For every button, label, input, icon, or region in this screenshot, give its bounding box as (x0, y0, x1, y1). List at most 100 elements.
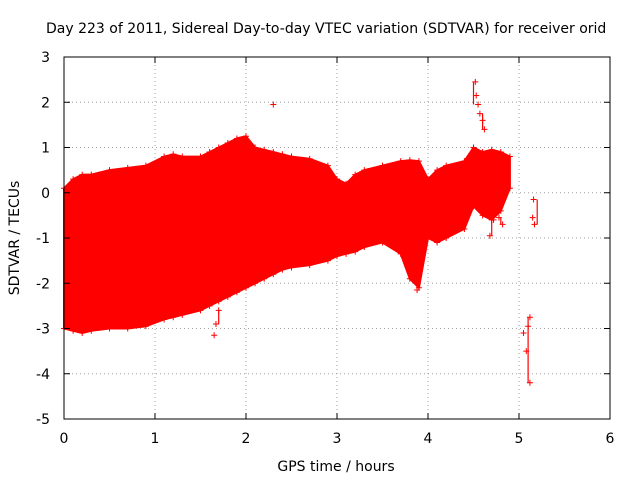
upper-envelope-point (252, 144, 259, 151)
lower-envelope-point (70, 327, 77, 334)
upper-envelope-point (261, 146, 268, 153)
lower-envelope-point (425, 235, 431, 241)
x-tick-label: 5 (515, 431, 524, 447)
lower-envelope-point (124, 325, 131, 332)
lower-envelope-point (288, 264, 295, 271)
axis-ticks (63, 56, 611, 420)
lower-envelope-point (397, 250, 404, 257)
lower-envelope-point (279, 266, 286, 273)
upper-envelope-point (415, 158, 422, 165)
upper-envelope-point (224, 139, 231, 146)
lower-envelope-point (88, 327, 95, 334)
upper-envelope-point (170, 151, 177, 158)
upper-envelope-point (161, 153, 168, 160)
y-axis-title: SDTVAR / TECUs (7, 181, 23, 296)
y-tick-label: 3 (41, 50, 50, 66)
lower-envelope-point (243, 284, 249, 291)
data-points (211, 78, 538, 386)
lower-envelope-point (270, 271, 277, 278)
x-tick-label: 0 (60, 431, 69, 447)
lower-envelope-point (206, 302, 213, 309)
lower-envelope-point (79, 330, 86, 337)
upper-envelope-point (352, 171, 359, 178)
upper-envelope-point (233, 135, 240, 142)
data-point (520, 330, 527, 337)
y-tick-label: -4 (36, 367, 50, 383)
upper-envelope-point (142, 162, 149, 169)
upper-envelope-point (406, 157, 413, 164)
x-axis-title: GPS time / hours (277, 459, 394, 475)
upper-envelope-point (124, 164, 131, 171)
upper-envelope-point (179, 153, 186, 160)
upper-envelope-point (425, 176, 431, 183)
x-tick-label: 4 (424, 431, 433, 447)
upper-envelope-point (324, 162, 331, 169)
upper-envelope-point (334, 176, 340, 183)
lower-envelope-point (352, 248, 359, 255)
upper-envelope-point (206, 149, 213, 156)
x-tick-label: 1 (151, 431, 160, 447)
upper-envelope-point (506, 153, 513, 160)
upper-envelope-point (470, 144, 477, 151)
upper-envelope-point (497, 149, 504, 156)
lower-envelope-point (197, 307, 204, 314)
upper-envelope-point (434, 167, 441, 174)
lower-envelope-point (179, 311, 186, 318)
x-tick-label: 2 (242, 431, 251, 447)
upper-envelope-point (479, 149, 486, 156)
data-point (530, 196, 537, 203)
y-tick-label: -5 (36, 412, 50, 428)
upper-envelope-point (361, 167, 368, 174)
lower-envelope-point (261, 275, 268, 282)
lower-envelope-point (406, 275, 413, 282)
upper-envelope-point (443, 162, 450, 169)
data-point (270, 101, 277, 108)
upper-envelope-point (379, 162, 386, 169)
upper-envelope-point (288, 153, 295, 160)
data-point (531, 221, 538, 228)
data-point (414, 287, 421, 294)
lower-envelope-point (379, 239, 386, 246)
y-tick-label: 0 (41, 186, 50, 202)
lower-envelope-point (106, 325, 113, 332)
lower-envelope-point (161, 316, 168, 323)
upper-envelope-point (70, 176, 77, 183)
upper-envelope-point (79, 171, 86, 178)
lower-envelope-point (443, 235, 450, 241)
upper-envelope-point (397, 158, 404, 165)
upper-envelope-point (197, 153, 204, 160)
upper-envelope-point (215, 144, 222, 151)
lower-envelope-point (224, 293, 231, 300)
lower-envelope-point (215, 298, 222, 305)
upper-envelope-point (279, 151, 286, 158)
tick-labels: 0 1 2 3 4 5 6 -5 -4 -3 -2 -1 0 1 2 3 (36, 50, 615, 447)
lower-envelope-point (343, 250, 350, 257)
data-point (495, 214, 502, 221)
chart-title: Day 223 of 2011, Sidereal Day-to-day VTE… (46, 21, 606, 37)
lower-envelope-point (497, 207, 504, 214)
data-point (529, 214, 536, 221)
data-point (486, 232, 493, 239)
upper-envelope-point (306, 155, 313, 162)
data-point (475, 101, 482, 108)
upper-envelope-point (488, 146, 495, 153)
upper-envelope-point (106, 167, 113, 174)
data-point (476, 110, 483, 117)
y-tick-label: -3 (36, 322, 50, 338)
y-tick-label: -1 (36, 231, 50, 247)
y-tick-label: -2 (36, 276, 50, 292)
lower-envelope-point (506, 185, 513, 192)
x-tick-label: 6 (606, 431, 615, 447)
lower-envelope-point (479, 212, 486, 219)
lower-envelope-point (252, 280, 259, 287)
lower-envelope-point (324, 257, 331, 264)
data-point (211, 332, 218, 339)
data-point (212, 320, 219, 327)
x-tick-label: 3 (333, 431, 342, 447)
lower-envelope-point (361, 244, 368, 251)
y-tick-label: 2 (41, 95, 50, 111)
data-point (473, 92, 480, 99)
y-tick-label: 1 (41, 141, 50, 157)
lower-envelope-point (470, 203, 477, 210)
